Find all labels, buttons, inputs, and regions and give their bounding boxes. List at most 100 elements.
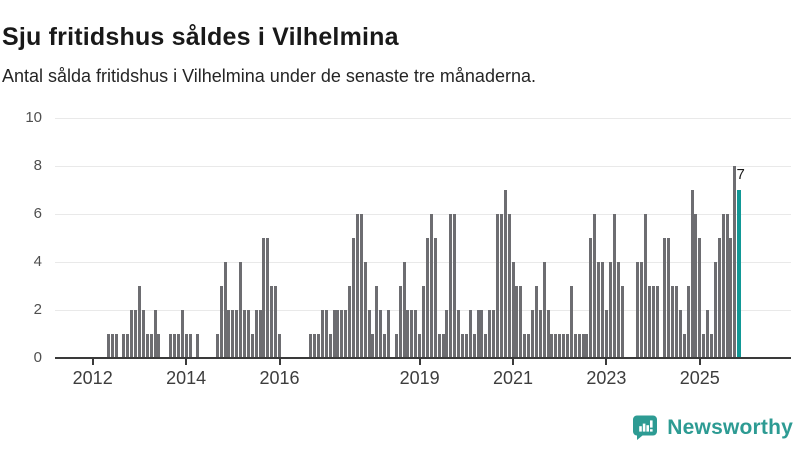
bar [686, 285, 690, 358]
bar [270, 285, 274, 358]
bar [702, 333, 706, 358]
bar [554, 333, 558, 358]
bar [550, 333, 554, 358]
highlight-bar [736, 189, 742, 358]
y-axis-label: 10 [25, 109, 42, 126]
x-axis-tick [698, 359, 701, 365]
bar [503, 189, 507, 358]
bar [324, 309, 328, 358]
bar [344, 309, 348, 358]
y-axis-label: 6 [33, 205, 42, 222]
bar [643, 213, 647, 358]
bar [402, 261, 406, 358]
bar [706, 309, 710, 358]
bar [348, 285, 352, 358]
bar [453, 213, 457, 358]
bar [729, 237, 733, 358]
bar [569, 285, 573, 358]
bar [313, 333, 316, 358]
gridline [55, 117, 791, 119]
bar [515, 285, 519, 358]
bar [445, 309, 449, 358]
bar [460, 333, 464, 358]
bar [476, 309, 480, 358]
bar [675, 285, 678, 358]
x-axis-tick [185, 359, 188, 365]
bar [523, 333, 527, 358]
bar [639, 261, 643, 358]
bar [398, 285, 402, 358]
bar [663, 237, 667, 358]
bar [429, 213, 433, 358]
bar [468, 309, 472, 358]
bar [394, 333, 398, 358]
bar [188, 333, 192, 358]
bar [694, 213, 698, 358]
bar [616, 261, 620, 358]
x-axis-label: 2019 [399, 368, 440, 388]
bar [558, 333, 562, 358]
x-axis-label: 2023 [586, 368, 627, 388]
bar [678, 309, 682, 358]
bar [480, 309, 484, 358]
x-axis-label: 2025 [679, 368, 720, 388]
bar [531, 309, 534, 358]
bar [359, 213, 363, 358]
bar [126, 333, 130, 358]
bar [414, 309, 418, 358]
page-title: Sju fritidshus såldes i Vilhelmina [2, 22, 399, 51]
bar [134, 309, 137, 358]
bar [410, 309, 414, 358]
bar [449, 213, 453, 358]
bar [371, 333, 375, 358]
bar [636, 261, 639, 358]
bar [235, 309, 239, 358]
bar [488, 309, 492, 358]
y-axis-label: 8 [33, 157, 42, 174]
bar [507, 213, 511, 358]
bar [367, 309, 371, 358]
x-axis-label: 2021 [492, 368, 534, 388]
bar [604, 309, 608, 358]
bar [110, 333, 114, 358]
bar [472, 333, 476, 358]
chart-subtitle: Antal sålda fritidshus i Vilhelmina unde… [2, 66, 536, 86]
bar [332, 309, 336, 358]
bar [145, 333, 149, 358]
x-axis-tick [512, 359, 514, 365]
bar [713, 261, 717, 358]
gridline [55, 261, 791, 263]
bar [375, 285, 379, 358]
bar [351, 237, 355, 358]
bar [492, 309, 495, 358]
x-axis-label: 2014 [166, 368, 207, 388]
bar [340, 309, 344, 358]
bar [266, 237, 270, 358]
last-value-label: 7 [736, 165, 745, 183]
bar [519, 285, 523, 358]
bar [246, 309, 250, 358]
bar [223, 261, 227, 358]
bar [262, 237, 266, 358]
bar [422, 285, 425, 358]
bar [274, 285, 278, 358]
bar [114, 333, 118, 358]
bar [651, 285, 655, 358]
bar [538, 309, 542, 358]
bar [433, 237, 437, 358]
bar [130, 309, 134, 358]
bar [441, 333, 445, 358]
bar [231, 309, 235, 358]
bar [534, 285, 538, 358]
bar [721, 213, 725, 358]
y-axis-label: 0 [33, 349, 42, 366]
bar [725, 213, 729, 358]
bar [717, 237, 721, 358]
bar [196, 333, 200, 358]
bar [608, 261, 612, 358]
x-axis-line [55, 357, 791, 359]
bar [278, 333, 281, 358]
bar [141, 309, 145, 358]
bar [153, 309, 157, 358]
